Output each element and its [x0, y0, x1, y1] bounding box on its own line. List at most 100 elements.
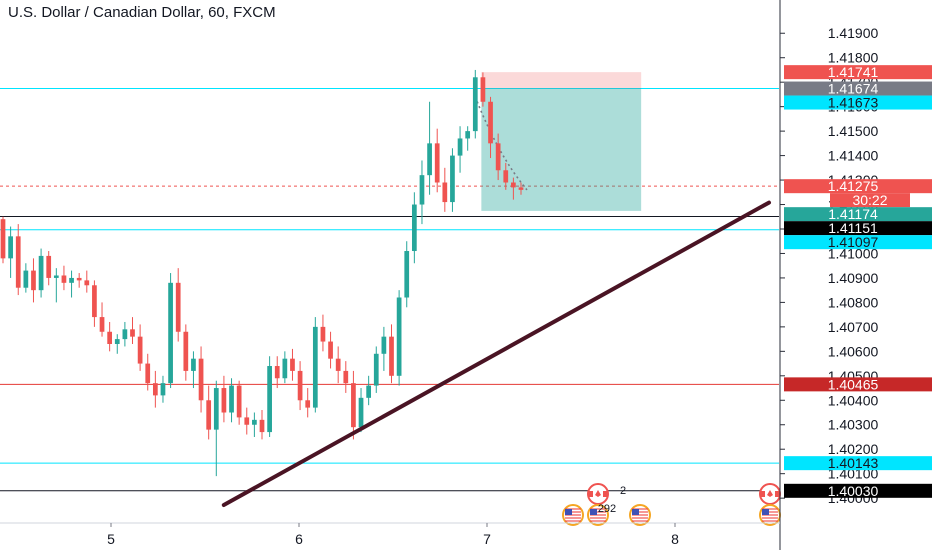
candle-body: [389, 336, 394, 376]
candle: [396, 290, 402, 386]
event-count: 292: [598, 503, 616, 515]
candle: [373, 346, 379, 393]
candle-body: [107, 331, 113, 344]
candle: [450, 148, 455, 212]
candle: [107, 321, 113, 352]
candle: [69, 270, 74, 298]
candle-body: [411, 204, 417, 252]
candle-body: [480, 77, 486, 102]
price-label-bg: [784, 81, 932, 96]
candle: [320, 314, 326, 352]
time-axis-label: 7: [483, 531, 491, 547]
candle-body: [206, 400, 212, 430]
usa-flag-icon[interactable]: [759, 504, 781, 526]
candle-body: [69, 277, 74, 283]
candle-body: [0, 219, 6, 259]
candle-body: [137, 336, 143, 364]
candle-body: [183, 331, 189, 371]
candle: [84, 270, 90, 293]
candle: [99, 302, 105, 337]
candle-body: [8, 236, 13, 259]
price-axis-label: 1.40900: [828, 270, 879, 286]
candle-body: [419, 175, 425, 205]
chart-title: U.S. Dollar / Canadian Dollar, 60, FXCM: [8, 4, 276, 21]
candle-body: [61, 275, 67, 283]
candle-body: [92, 285, 97, 318]
candle: [213, 380, 219, 477]
price-label: 1.41097: [784, 234, 932, 250]
price-axis-label: 1.40300: [828, 417, 879, 433]
candle: [343, 361, 349, 393]
price-axis-label: 1.41900: [828, 25, 879, 41]
candle-body: [343, 370, 349, 384]
candle-body: [312, 326, 318, 408]
price-label-bg: [784, 207, 932, 222]
trendline-line[interactable]: [221, 200, 771, 507]
candle-body: [53, 275, 59, 278]
usa-flag-icon[interactable]: [587, 504, 609, 526]
candle-body: [175, 282, 181, 332]
price-label-text: 1.41674: [828, 81, 879, 97]
candle-body: [244, 417, 250, 425]
candle: [465, 126, 471, 151]
candle-body: [282, 358, 288, 379]
event-count: 2: [620, 485, 626, 497]
candle-body: [267, 366, 272, 433]
candle: [221, 375, 227, 423]
position-projection-line: [474, 96, 528, 191]
candle: [511, 177, 516, 200]
candle-body: [297, 370, 303, 401]
candle-body: [320, 326, 326, 342]
candle: [15, 224, 21, 296]
usa-flag-icon[interactable]: [562, 504, 584, 526]
price-label-bg: [784, 235, 932, 250]
price-label-text: 1.41275: [828, 178, 879, 194]
candle: [244, 407, 250, 435]
candle: [229, 378, 234, 423]
candle: [145, 353, 151, 391]
candle-body: [457, 138, 463, 156]
candle: [389, 324, 394, 384]
candle: [252, 412, 257, 437]
candle: [488, 96, 493, 159]
candle-body: [221, 388, 227, 413]
short-position-tool[interactable]: [474, 72, 642, 211]
candle-body: [366, 385, 372, 398]
candle: [411, 192, 417, 264]
canada-flag-icon[interactable]: [759, 483, 781, 505]
price-label: 30:22: [830, 192, 910, 208]
candle-body: [511, 182, 516, 188]
candle-body: [76, 277, 82, 281]
candle: [282, 351, 288, 384]
price-axis-label: 1.40800: [828, 294, 879, 310]
price-axis-label: 1.41000: [828, 245, 879, 261]
candle: [152, 370, 158, 408]
usa-flag-icon[interactable]: [629, 504, 651, 526]
candle-body: [122, 329, 128, 340]
price-label: 1.40143: [784, 455, 932, 471]
price-label: 1.41151: [784, 220, 932, 236]
candle-body: [495, 143, 501, 171]
candle-body: [15, 236, 21, 288]
candle-body: [99, 317, 105, 332]
price-axis-label: 1.40400: [828, 392, 879, 408]
candle: [335, 346, 341, 384]
economic-events[interactable]: 2 292: [562, 483, 781, 526]
candle-body: [213, 388, 219, 430]
price-axis-label: 1.40200: [828, 441, 879, 457]
price-axis-label: 1.41800: [828, 50, 879, 66]
price-label-bg: [784, 483, 932, 498]
candle: [427, 101, 432, 195]
flag-canton: [632, 509, 639, 515]
candle: [130, 317, 135, 344]
price-axis-label: 1.41400: [828, 148, 879, 164]
candle: [442, 167, 448, 212]
candle: [472, 69, 478, 139]
time-axis[interactable]: 5 6 7 8: [0, 522, 780, 547]
price-axis-label: 1.40600: [828, 343, 879, 359]
canada-flag-icon[interactable]: [587, 483, 609, 505]
trendline[interactable]: [221, 200, 771, 507]
price-label-text: 1.40465: [828, 376, 879, 392]
candle: [92, 280, 97, 327]
price-label-bg: [784, 65, 932, 80]
